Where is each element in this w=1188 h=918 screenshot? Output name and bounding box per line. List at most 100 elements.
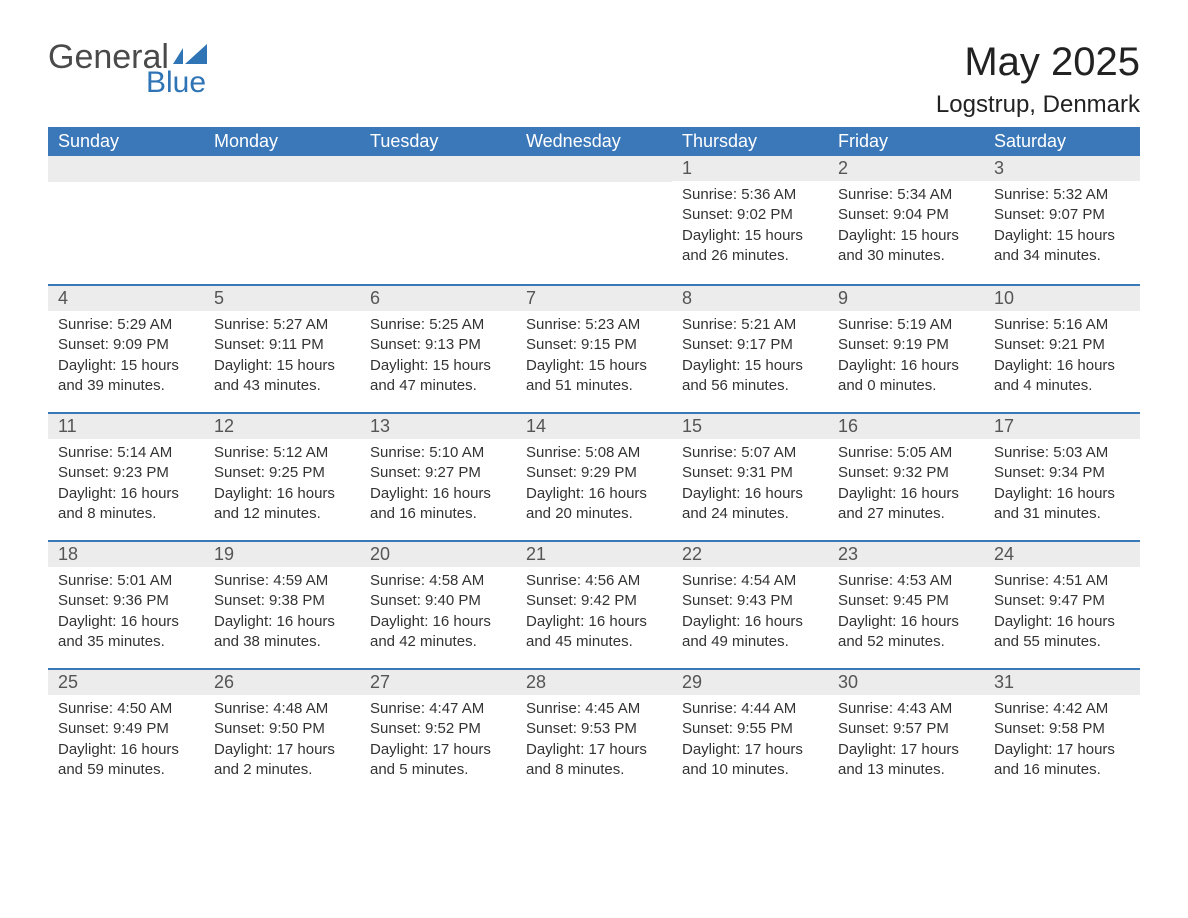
sunset-line: Sunset: 9:52 PM [370, 719, 506, 739]
sunset-line: Sunset: 9:19 PM [838, 335, 974, 355]
daylight-line: Daylight: 16 hours and 0 minutes. [838, 356, 974, 397]
sunset-line: Sunset: 9:43 PM [682, 591, 818, 611]
day-cell: 2Sunrise: 5:34 AMSunset: 9:04 PMDaylight… [828, 156, 984, 284]
sunset-line: Sunset: 9:25 PM [214, 463, 350, 483]
daylight-line: Daylight: 15 hours and 30 minutes. [838, 226, 974, 267]
day-cell: 15Sunrise: 5:07 AMSunset: 9:31 PMDayligh… [672, 414, 828, 540]
daylight-line: Daylight: 15 hours and 39 minutes. [58, 356, 194, 397]
sunrise-line: Sunrise: 4:45 AM [526, 699, 662, 719]
day-number: 4 [48, 286, 204, 311]
sunset-line: Sunset: 9:32 PM [838, 463, 974, 483]
sunset-line: Sunset: 9:42 PM [526, 591, 662, 611]
day-number: 25 [48, 670, 204, 695]
day-cell: 30Sunrise: 4:43 AMSunset: 9:57 PMDayligh… [828, 670, 984, 796]
day-body: Sunrise: 5:07 AMSunset: 9:31 PMDaylight:… [672, 439, 828, 534]
day-cell: 5Sunrise: 5:27 AMSunset: 9:11 PMDaylight… [204, 286, 360, 412]
flag-icon [173, 44, 207, 68]
sunset-line: Sunset: 9:23 PM [58, 463, 194, 483]
sunrise-line: Sunrise: 4:58 AM [370, 571, 506, 591]
sunrise-line: Sunrise: 4:54 AM [682, 571, 818, 591]
day-cell: 10Sunrise: 5:16 AMSunset: 9:21 PMDayligh… [984, 286, 1140, 412]
sunrise-line: Sunrise: 4:59 AM [214, 571, 350, 591]
day-cell: 28Sunrise: 4:45 AMSunset: 9:53 PMDayligh… [516, 670, 672, 796]
daylight-line: Daylight: 16 hours and 20 minutes. [526, 484, 662, 525]
day-cell: 13Sunrise: 5:10 AMSunset: 9:27 PMDayligh… [360, 414, 516, 540]
daylight-line: Daylight: 16 hours and 38 minutes. [214, 612, 350, 653]
day-cell: 19Sunrise: 4:59 AMSunset: 9:38 PMDayligh… [204, 542, 360, 668]
sunset-line: Sunset: 9:38 PM [214, 591, 350, 611]
day-body: Sunrise: 4:47 AMSunset: 9:52 PMDaylight:… [360, 695, 516, 790]
daylight-line: Daylight: 16 hours and 31 minutes. [994, 484, 1130, 525]
day-cell: 18Sunrise: 5:01 AMSunset: 9:36 PMDayligh… [48, 542, 204, 668]
day-body: Sunrise: 5:16 AMSunset: 9:21 PMDaylight:… [984, 311, 1140, 406]
day-number: 29 [672, 670, 828, 695]
location-label: Logstrup, Denmark [936, 91, 1140, 119]
daylight-line: Daylight: 16 hours and 42 minutes. [370, 612, 506, 653]
sunrise-line: Sunrise: 5:03 AM [994, 443, 1130, 463]
sunrise-line: Sunrise: 4:44 AM [682, 699, 818, 719]
weeks-container: 1Sunrise: 5:36 AMSunset: 9:02 PMDaylight… [48, 156, 1140, 796]
day-body: Sunrise: 5:36 AMSunset: 9:02 PMDaylight:… [672, 181, 828, 276]
weekday-wednesday: Wednesday [516, 127, 672, 156]
week-row: 11Sunrise: 5:14 AMSunset: 9:23 PMDayligh… [48, 412, 1140, 540]
sunset-line: Sunset: 9:09 PM [58, 335, 194, 355]
daylight-line: Daylight: 17 hours and 10 minutes. [682, 740, 818, 781]
day-cell: 24Sunrise: 4:51 AMSunset: 9:47 PMDayligh… [984, 542, 1140, 668]
sunset-line: Sunset: 9:21 PM [994, 335, 1130, 355]
day-number: 16 [828, 414, 984, 439]
daylight-line: Daylight: 16 hours and 49 minutes. [682, 612, 818, 653]
sunrise-line: Sunrise: 5:12 AM [214, 443, 350, 463]
day-cell: 14Sunrise: 5:08 AMSunset: 9:29 PMDayligh… [516, 414, 672, 540]
day-number: 1 [672, 156, 828, 181]
day-number: 30 [828, 670, 984, 695]
day-cell [204, 156, 360, 284]
day-cell: 17Sunrise: 5:03 AMSunset: 9:34 PMDayligh… [984, 414, 1140, 540]
day-number: 28 [516, 670, 672, 695]
daylight-line: Daylight: 16 hours and 59 minutes. [58, 740, 194, 781]
sunset-line: Sunset: 9:47 PM [994, 591, 1130, 611]
sunset-line: Sunset: 9:29 PM [526, 463, 662, 483]
day-body: Sunrise: 4:44 AMSunset: 9:55 PMDaylight:… [672, 695, 828, 790]
day-cell: 7Sunrise: 5:23 AMSunset: 9:15 PMDaylight… [516, 286, 672, 412]
day-number: 27 [360, 670, 516, 695]
day-number: 10 [984, 286, 1140, 311]
sunset-line: Sunset: 9:31 PM [682, 463, 818, 483]
month-title: May 2025 [936, 40, 1140, 85]
daylight-line: Daylight: 16 hours and 24 minutes. [682, 484, 818, 525]
day-cell: 23Sunrise: 4:53 AMSunset: 9:45 PMDayligh… [828, 542, 984, 668]
logo-word-blue: Blue [146, 68, 207, 98]
sunrise-line: Sunrise: 5:34 AM [838, 185, 974, 205]
sunrise-line: Sunrise: 5:10 AM [370, 443, 506, 463]
daylight-line: Daylight: 17 hours and 2 minutes. [214, 740, 350, 781]
day-number: 6 [360, 286, 516, 311]
daylight-line: Daylight: 17 hours and 5 minutes. [370, 740, 506, 781]
calendar: SundayMondayTuesdayWednesdayThursdayFrid… [48, 127, 1140, 796]
sunrise-line: Sunrise: 5:21 AM [682, 315, 818, 335]
daylight-line: Daylight: 15 hours and 26 minutes. [682, 226, 818, 267]
day-cell: 12Sunrise: 5:12 AMSunset: 9:25 PMDayligh… [204, 414, 360, 540]
sunset-line: Sunset: 9:11 PM [214, 335, 350, 355]
day-cell: 27Sunrise: 4:47 AMSunset: 9:52 PMDayligh… [360, 670, 516, 796]
sunrise-line: Sunrise: 4:48 AM [214, 699, 350, 719]
day-body: Sunrise: 5:12 AMSunset: 9:25 PMDaylight:… [204, 439, 360, 534]
day-number: 12 [204, 414, 360, 439]
day-number: 22 [672, 542, 828, 567]
day-cell: 3Sunrise: 5:32 AMSunset: 9:07 PMDaylight… [984, 156, 1140, 284]
day-number: 13 [360, 414, 516, 439]
daylight-line: Daylight: 16 hours and 4 minutes. [994, 356, 1130, 397]
sunset-line: Sunset: 9:15 PM [526, 335, 662, 355]
daylight-line: Daylight: 15 hours and 47 minutes. [370, 356, 506, 397]
daylight-line: Daylight: 17 hours and 16 minutes. [994, 740, 1130, 781]
day-number: 20 [360, 542, 516, 567]
sunrise-line: Sunrise: 4:56 AM [526, 571, 662, 591]
daylight-line: Daylight: 16 hours and 35 minutes. [58, 612, 194, 653]
day-cell: 8Sunrise: 5:21 AMSunset: 9:17 PMDaylight… [672, 286, 828, 412]
daylight-line: Daylight: 16 hours and 16 minutes. [370, 484, 506, 525]
daylight-line: Daylight: 16 hours and 8 minutes. [58, 484, 194, 525]
sunset-line: Sunset: 9:58 PM [994, 719, 1130, 739]
day-body: Sunrise: 5:21 AMSunset: 9:17 PMDaylight:… [672, 311, 828, 406]
daylight-line: Daylight: 17 hours and 8 minutes. [526, 740, 662, 781]
day-body: Sunrise: 5:08 AMSunset: 9:29 PMDaylight:… [516, 439, 672, 534]
weekday-thursday: Thursday [672, 127, 828, 156]
day-cell: 29Sunrise: 4:44 AMSunset: 9:55 PMDayligh… [672, 670, 828, 796]
